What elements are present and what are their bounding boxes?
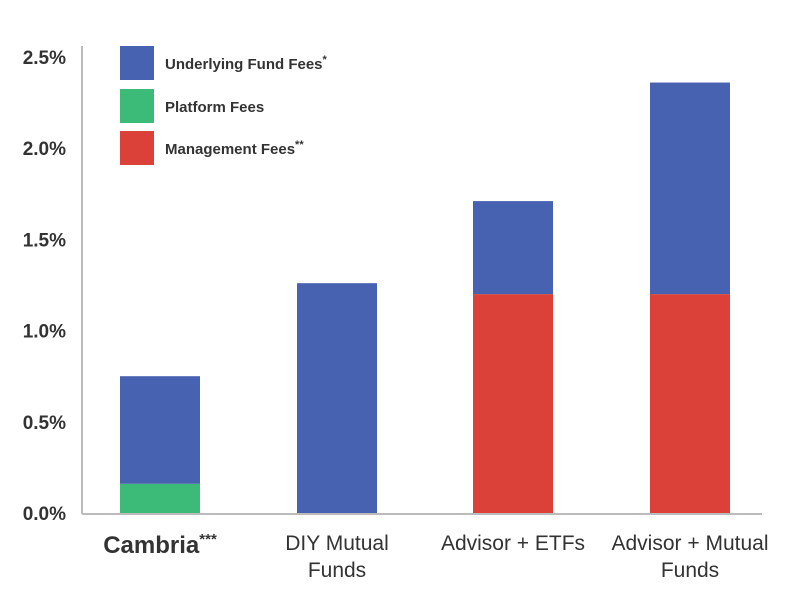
bar-4-series-2 — [650, 294, 730, 513]
legend-swatch — [120, 131, 154, 165]
y-tick-label: 2.5% — [23, 48, 66, 69]
legend-label: Platform Fees — [165, 99, 264, 116]
bar-3-series-2 — [473, 294, 553, 513]
y-tick-label: 0.0% — [23, 504, 66, 525]
bar-1-series-3 — [120, 376, 200, 484]
x-category-label: Advisor + Mutual Funds — [612, 532, 769, 582]
legend-swatch — [120, 46, 154, 80]
y-tick-label: 1.0% — [23, 322, 66, 343]
y-tick-label: 1.5% — [23, 230, 66, 251]
legend-swatch — [120, 89, 154, 123]
bar-4-series-3 — [650, 82, 730, 295]
bar-2-series-3 — [297, 283, 377, 513]
bar-3-series-3 — [473, 201, 553, 295]
axes — [81, 46, 762, 515]
y-tick-labels: 0.0% 0.5% 1.0% 1.5% 2.0% 2.5% — [23, 48, 66, 525]
x-category-label: Advisor + ETFs — [441, 532, 585, 555]
y-tick-label: 2.0% — [23, 139, 66, 160]
bars — [120, 82, 730, 513]
bar-1-series-1 — [120, 483, 200, 513]
legend: Underlying Fund Fees* Platform Fees Manage… — [120, 46, 328, 165]
x-category-label: Cambria*** — [103, 531, 217, 559]
x-category-labels: Cambria*** DIY Mutual Funds Advisor + ETFs A… — [103, 531, 768, 582]
legend-label: Underlying Fund Fees* — [165, 54, 328, 73]
x-category-label: DIY Mutual Funds — [285, 532, 389, 582]
y-tick-label: 0.5% — [23, 413, 66, 434]
legend-label: Management Fees** — [165, 139, 304, 158]
